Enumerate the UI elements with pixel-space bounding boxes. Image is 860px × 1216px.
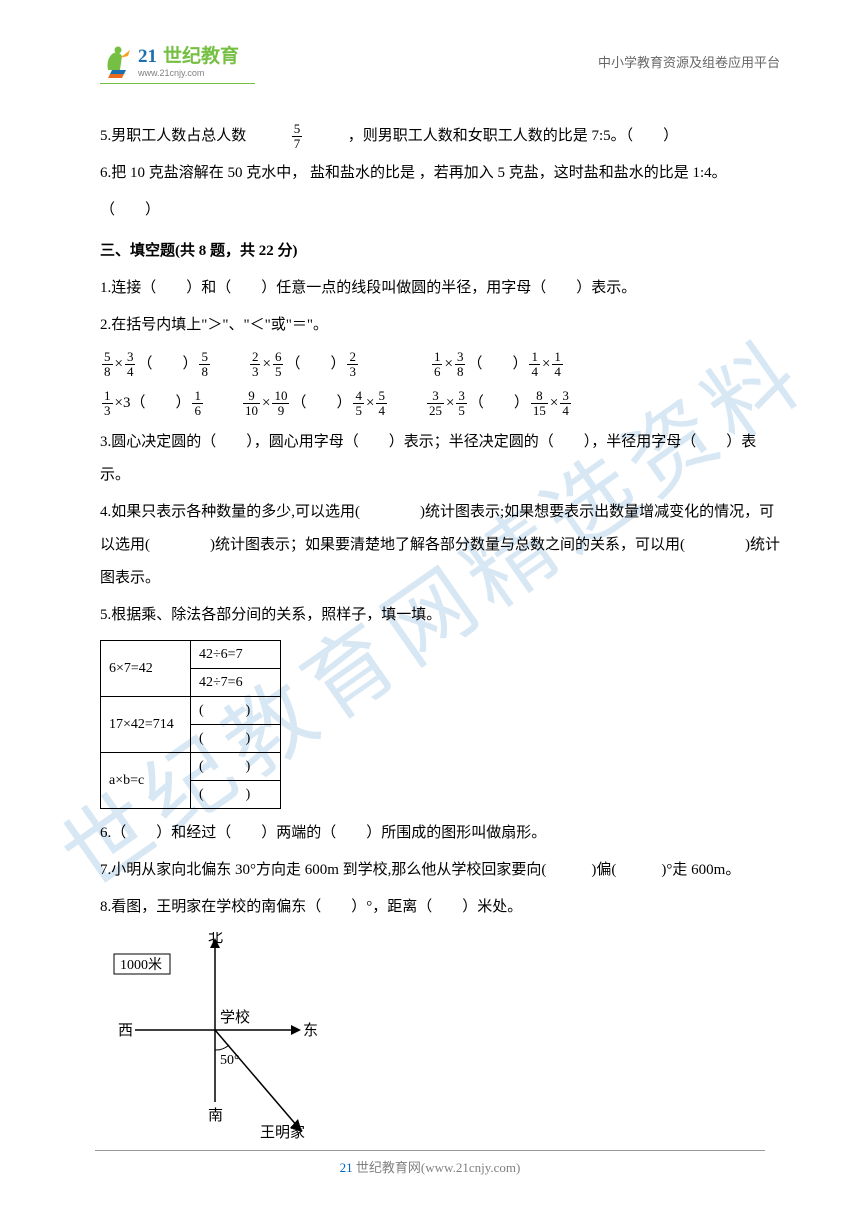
q5-fraction: 57 [292, 122, 303, 150]
svg-text:西: 西 [118, 1023, 133, 1039]
svg-text:21: 21 [138, 46, 157, 67]
svg-text:王明家: 王明家 [260, 1124, 305, 1141]
content: 5.男职工人数占总人数 57 ，则男职工人数和女职工人数的比是 7:5。（ ） … [100, 120, 780, 1147]
q5-tail: ，则男职工人数和女职工人数的比是 7:5。（ ） [348, 128, 678, 144]
logo-svg: 21 世纪教育 www.21cnjy.com [100, 40, 255, 82]
f3: 3.圆心决定圆的（ ），圆心用字母（ ）表示；半径决定圆的（ ），半径用字母（ … [100, 426, 780, 492]
header-right-text: 中小学教育资源及组卷应用平台 [598, 52, 780, 71]
svg-text:1000米: 1000米 [120, 957, 162, 973]
m1-3: 16 × 38 （ ） 14 × 14 [430, 348, 565, 381]
direction-diagram: 1000米 北 南 西 东 学校 50° 王明家 [100, 932, 330, 1147]
f6: 6.（ ）和经过（ ）两端的（ ）所围成的图形叫做扇形。 [100, 817, 780, 850]
relation-table: 6×7=4242÷6=7 42÷7=6 17×42=714( ) ( ) a×b… [100, 640, 281, 809]
svg-text:东: 东 [303, 1022, 318, 1039]
footer-divider [95, 1150, 765, 1151]
svg-text:50°: 50° [220, 1053, 240, 1068]
f7: 7.小明从家向北偏东 30°方向走 600m 到学校,那么他从学校回家要向( )… [100, 854, 780, 887]
q5: 5.男职工人数占总人数 57 ，则男职工人数和女职工人数的比是 7:5。（ ） [100, 120, 780, 153]
q5-text: 5.男职工人数占总人数 [100, 128, 246, 144]
m2-3: 325 × 35 （ ） 815 × 34 [425, 387, 573, 420]
table-row: 6×7=4242÷6=7 [101, 641, 281, 669]
svg-text:世纪教育: 世纪教育 [163, 44, 239, 67]
m2-1: 13 ×3 （ ） 16 [100, 387, 205, 420]
svg-text:北: 北 [208, 932, 223, 946]
page-header: 21 世纪教育 www.21cnjy.com 中小学教育资源及组卷应用平台 [100, 40, 780, 82]
m1-1: 58 × 34 （ ） 58 [100, 348, 212, 381]
q6-tail: （ ） [100, 194, 780, 227]
math-row-2: 13 ×3 （ ） 16 910 × 109 （ ） 45 × 54 325 ×… [100, 387, 780, 420]
svg-text:www.21cnjy.com: www.21cnjy.com [137, 68, 204, 78]
footer: 21 世纪教育网(www.21cnjy.com) [0, 1150, 860, 1176]
svg-text:南: 南 [208, 1107, 223, 1124]
f1: 1.连接（ ）和（ ）任意一点的线段叫做圆的半径，用字母（ ）表示。 [100, 272, 780, 305]
f2: 2.在括号内填上"＞"、"＜"或"＝"。 [100, 309, 780, 342]
logo-underline [100, 83, 255, 84]
m1-2: 23 × 65 （ ） 23 [248, 348, 360, 381]
q6: 6.把 10 克盐溶解在 50 克水中， 盐和盐水的比是 ，若再加入 5 克盐，… [100, 157, 780, 190]
f5: 5.根据乘、除法各部分间的关系，照样子，填一填。 [100, 599, 780, 632]
footer-text: 21 世纪教育网(www.21cnjy.com) [340, 1160, 521, 1175]
math-row-1: 58 × 34 （ ） 58 23 × 65 （ ） 23 16 × 38 （ … [100, 348, 780, 381]
section-3-title: 三、填空题(共 8 题，共 22 分) [100, 235, 780, 268]
svg-text:学校: 学校 [220, 1009, 250, 1026]
table-row: 17×42=714( ) [101, 697, 281, 725]
m2-2: 910 × 109 （ ） 45 × 54 [241, 387, 389, 420]
logo: 21 世纪教育 www.21cnjy.com [100, 40, 255, 82]
table-row: a×b=c( ) [101, 753, 281, 781]
f8: 8.看图，王明家在学校的南偏东（ ）°，距离（ ）米处。 [100, 891, 780, 924]
f4: 4.如果只表示各种数量的多少,可以选用( )统计图表示;如果想要表示出数量增减变… [100, 496, 780, 595]
